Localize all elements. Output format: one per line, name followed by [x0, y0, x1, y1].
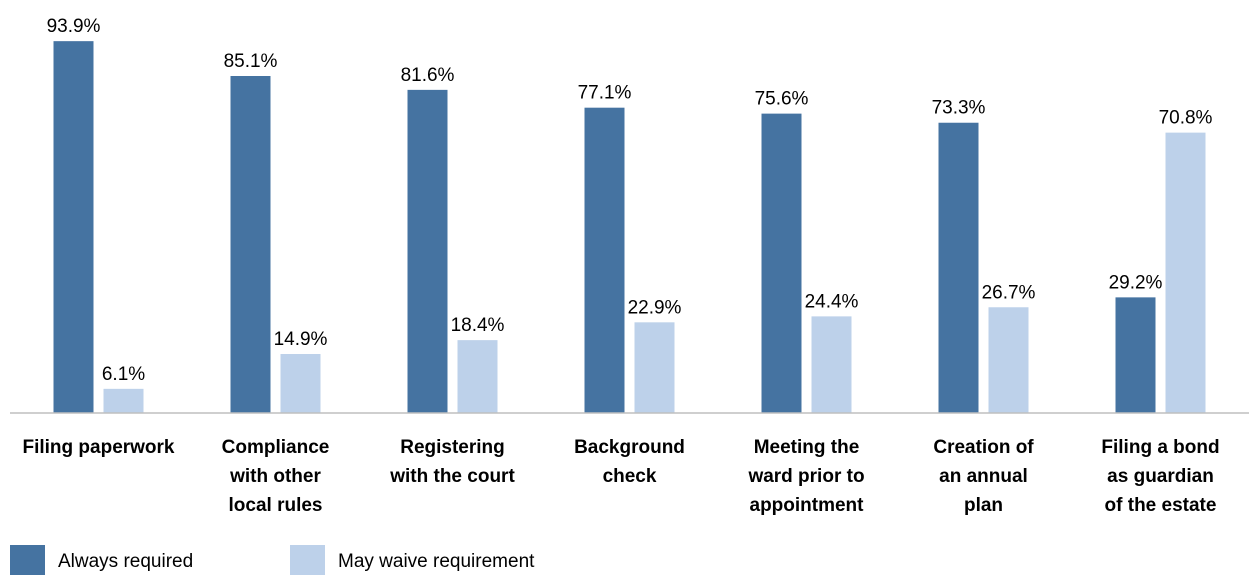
x-tick-label: Compliance	[222, 437, 330, 458]
legend-label: Always required	[58, 551, 193, 572]
bar	[988, 307, 1029, 413]
value-label: 77.1%	[578, 83, 632, 104]
value-label: 75.6%	[755, 89, 809, 110]
x-tick-label: as guardian	[1107, 466, 1214, 487]
value-label: 18.4%	[451, 315, 505, 336]
bar	[230, 76, 271, 413]
bar	[1165, 132, 1206, 413]
x-tick-label: Filing paperwork	[22, 437, 174, 458]
bar	[811, 316, 852, 413]
value-label: 81.6%	[401, 65, 455, 86]
x-tick-label: local rules	[229, 495, 323, 516]
value-label: 24.4%	[805, 291, 859, 312]
bar	[53, 41, 94, 413]
x-tick-label: plan	[964, 495, 1003, 516]
x-tick-label: Creation of	[933, 437, 1034, 458]
bar	[634, 322, 675, 413]
value-label: 22.9%	[628, 297, 682, 318]
bar	[407, 89, 448, 413]
legend-label: May waive requirement	[338, 551, 535, 572]
bar	[103, 388, 144, 413]
x-tick-label: of the estate	[1105, 495, 1217, 516]
value-label: 26.7%	[982, 282, 1036, 303]
value-label: 29.2%	[1109, 272, 1163, 293]
x-tick-label: Registering	[400, 437, 505, 458]
bar	[280, 353, 321, 413]
x-tick-label: Filing a bond	[1101, 437, 1219, 458]
value-label: 14.9%	[274, 329, 328, 350]
value-label: 93.9%	[47, 16, 101, 37]
x-tick-label: with other	[229, 466, 321, 487]
bar	[938, 122, 979, 414]
x-tick-label: ward prior to	[747, 466, 864, 487]
bar	[761, 113, 802, 414]
x-tick-label: an annual	[939, 466, 1028, 487]
x-tick-label: Background	[574, 437, 685, 458]
bar	[584, 107, 625, 414]
bar	[457, 340, 498, 413]
bar	[1115, 297, 1156, 413]
legend-swatch	[290, 545, 325, 575]
value-label: 6.1%	[102, 364, 145, 385]
x-tick-label: appointment	[750, 495, 865, 516]
x-tick-label: Meeting the	[754, 437, 860, 458]
value-label: 70.8%	[1159, 108, 1213, 129]
value-label: 85.1%	[224, 51, 278, 72]
value-label: 73.3%	[932, 98, 986, 119]
x-tick-label: with the court	[389, 466, 515, 487]
legend-swatch	[10, 545, 45, 575]
x-tick-label: check	[603, 466, 657, 487]
